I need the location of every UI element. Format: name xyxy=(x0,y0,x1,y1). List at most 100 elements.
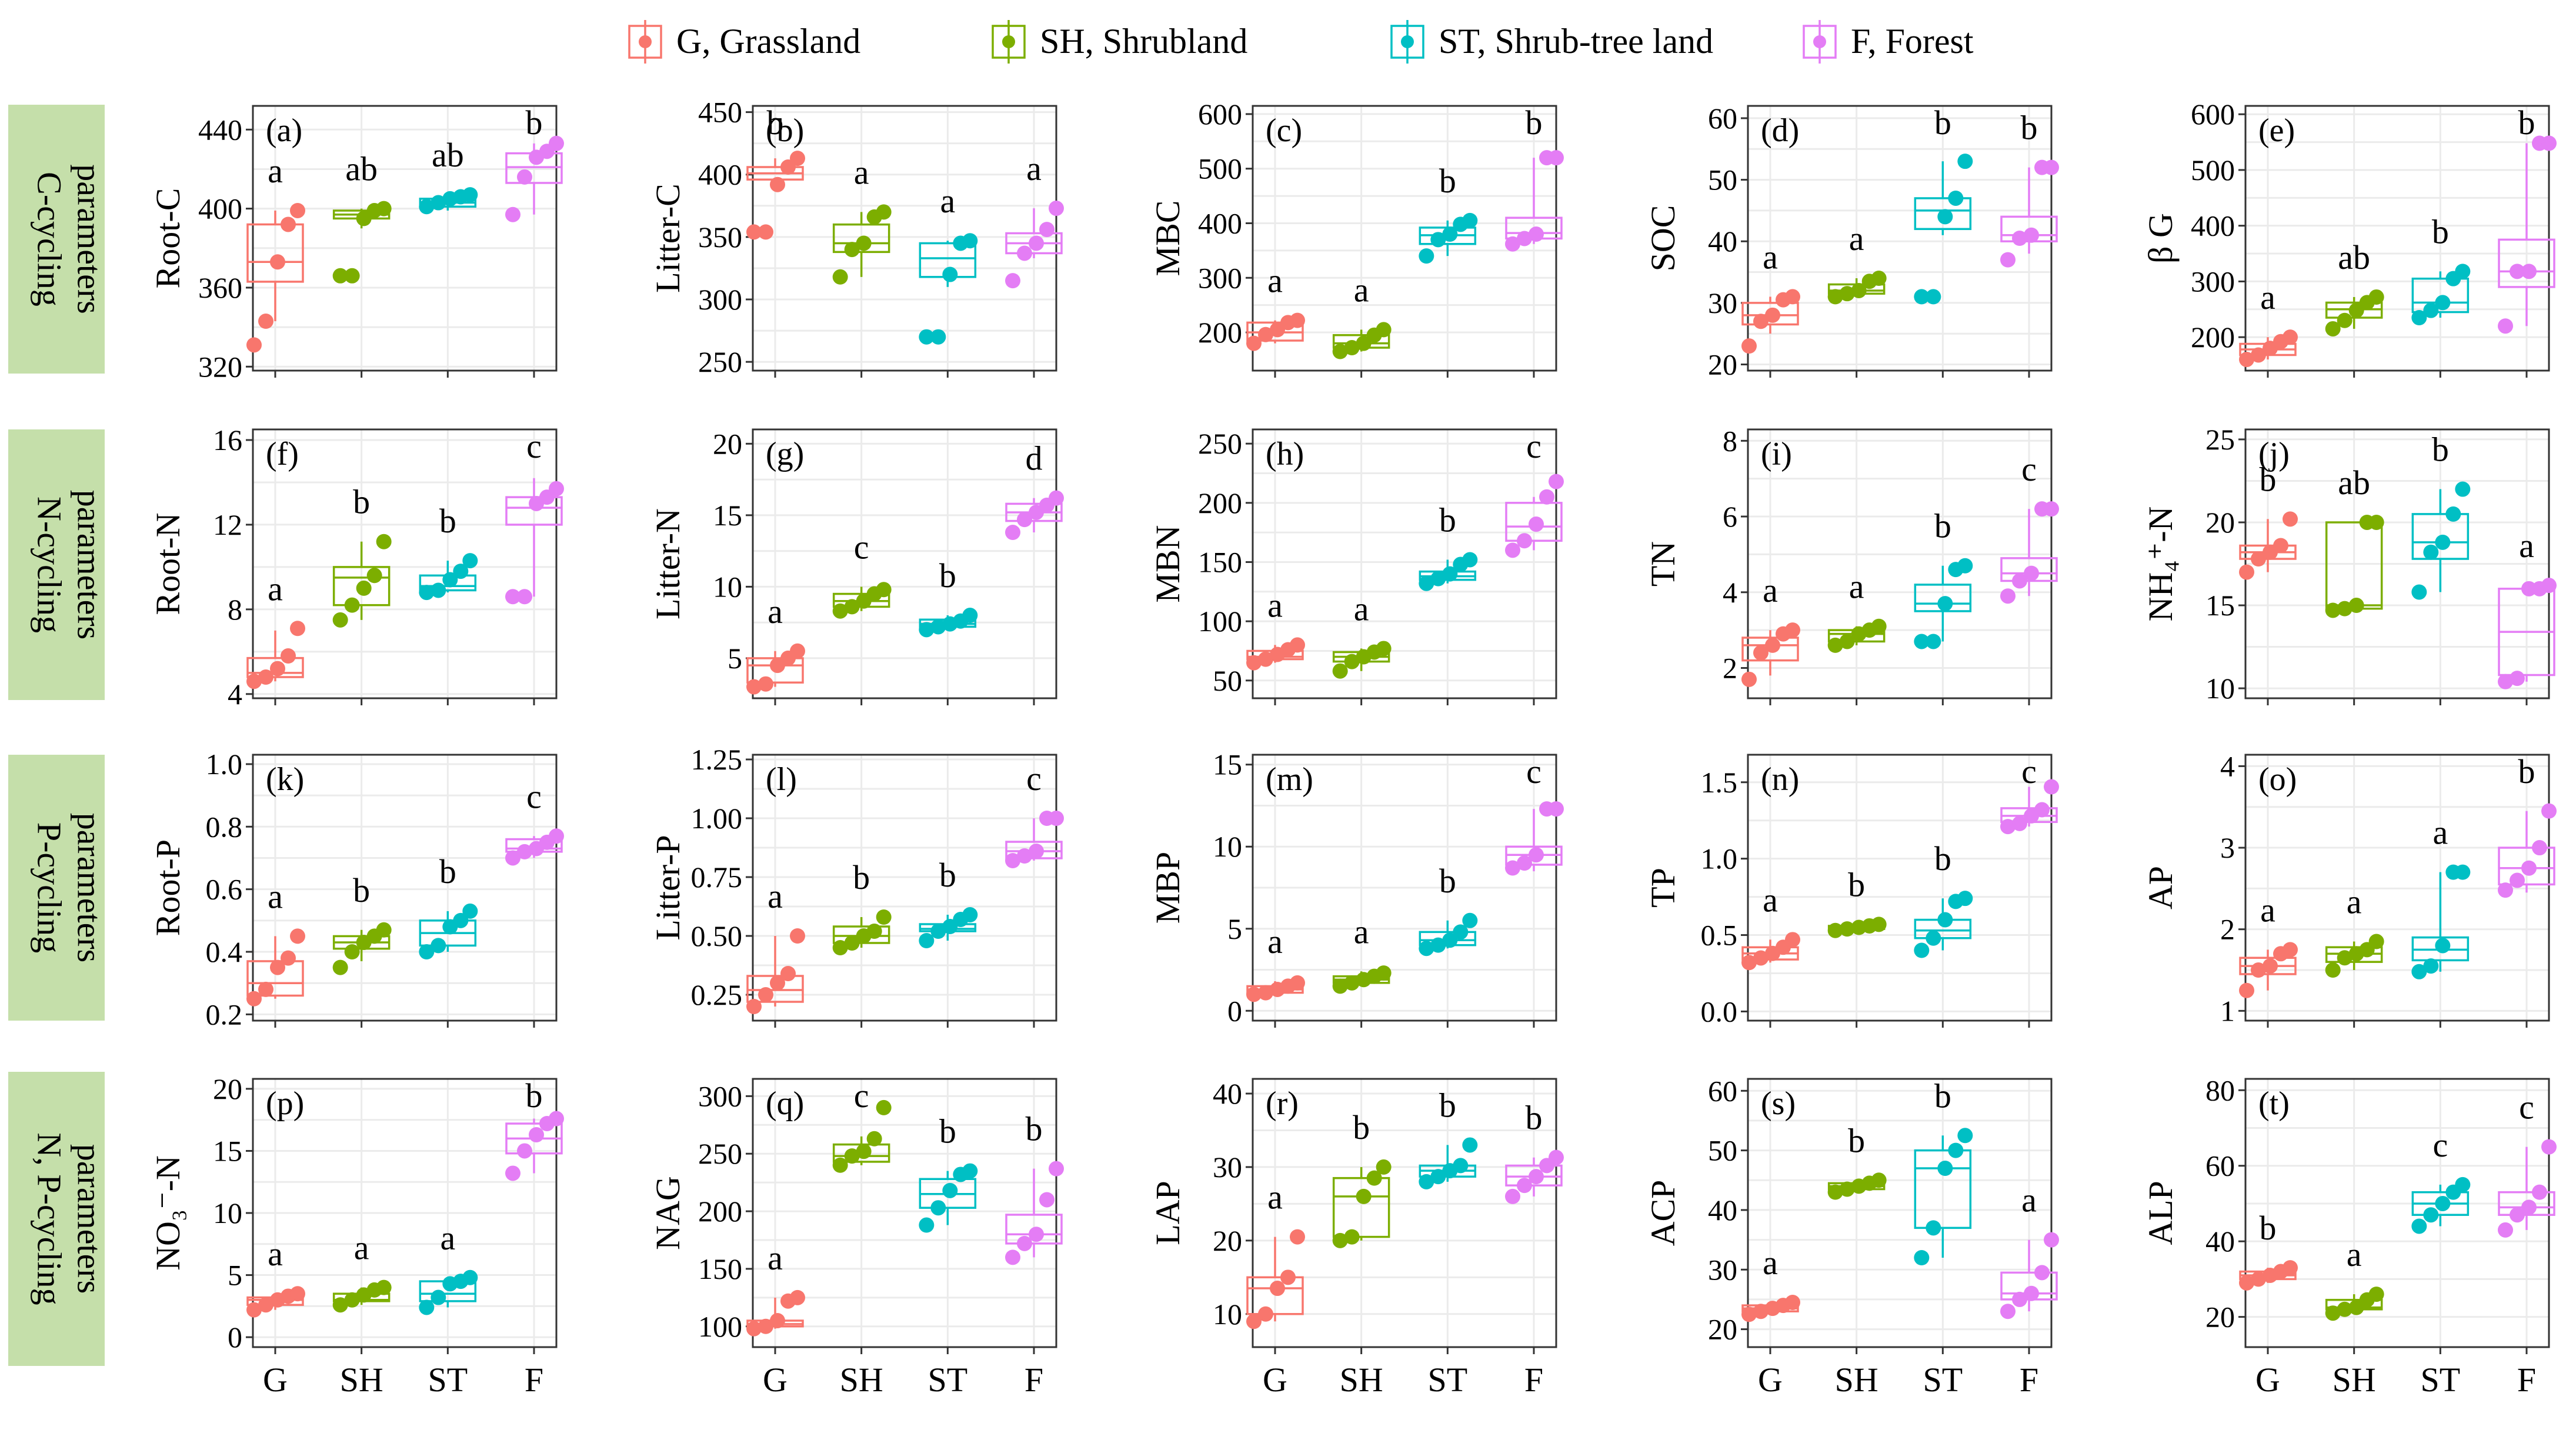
y-axis-label: SOC xyxy=(1644,205,1682,272)
significance-letter: c xyxy=(2432,1126,2448,1164)
y-tick-label: 200 xyxy=(2191,321,2235,354)
data-point xyxy=(1827,637,1843,653)
y-tick-label: 15 xyxy=(2205,589,2235,622)
box-st: b xyxy=(1419,862,1478,957)
box-g: a xyxy=(1741,1244,1800,1322)
data-point xyxy=(942,266,958,282)
data-point xyxy=(1442,566,1458,582)
data-point xyxy=(1948,1142,1964,1158)
box-f: c xyxy=(1505,752,1564,876)
box-iqr xyxy=(1914,197,1972,231)
data-point xyxy=(1517,1178,1532,1194)
panel-id: (d) xyxy=(1761,112,1799,149)
data-point xyxy=(2251,551,2266,567)
panel-id: (h) xyxy=(1266,436,1304,472)
data-point xyxy=(1419,941,1434,957)
box-iqr xyxy=(332,566,391,606)
y-tick-label: 20 xyxy=(1213,1224,1242,1257)
data-point xyxy=(866,1131,882,1147)
box-g: a xyxy=(246,152,305,353)
box-iqr xyxy=(2498,238,2555,288)
data-point xyxy=(1926,930,1941,946)
data-point xyxy=(780,966,796,981)
x-tick-label: SH xyxy=(1835,1361,1878,1399)
data-point xyxy=(2541,135,2557,151)
data-point xyxy=(930,924,946,939)
box-iqr xyxy=(1914,584,1972,612)
row-label-band xyxy=(8,429,105,700)
row-label-band xyxy=(8,1072,105,1366)
data-point xyxy=(332,959,348,975)
data-point xyxy=(2325,602,2341,618)
x-tick-label: G xyxy=(763,1361,788,1399)
panel-b: 250 300 350 400 450 Litter-C (b)b a a a xyxy=(649,96,1064,378)
panel-frame xyxy=(1252,1078,1557,1348)
panel-e: 200 300 400 500 600 β G (e) a ab b b xyxy=(2141,98,2557,378)
x-tick-label: G xyxy=(263,1361,288,1399)
box-st: b xyxy=(919,1112,978,1233)
data-point xyxy=(1753,950,1769,966)
legend-label: F, Forest xyxy=(1851,22,1974,61)
data-point xyxy=(431,938,446,954)
data-point xyxy=(1839,286,1855,302)
data-point xyxy=(419,1299,435,1315)
data-point xyxy=(1871,1172,1887,1188)
box-f: b xyxy=(2498,104,2557,334)
data-point xyxy=(844,599,860,615)
row-label-text: P-cycling xyxy=(31,822,69,953)
data-point xyxy=(1356,1188,1372,1204)
legend-item-f: F, Forest xyxy=(1803,20,1974,64)
significance-letter: a xyxy=(2260,891,2275,929)
data-point xyxy=(919,1217,935,1233)
box-f: c xyxy=(2498,1088,2557,1238)
panel-a: 320 360 400 440 Root-C (a)a ab ab b xyxy=(149,104,564,383)
data-point xyxy=(1344,340,1360,356)
y-tick-label: 20 xyxy=(2205,506,2235,539)
box-iqr xyxy=(2411,513,2470,560)
box-sh: ab xyxy=(2325,464,2384,618)
y-tick-label: 450 xyxy=(698,96,742,129)
data-point xyxy=(2521,581,2537,596)
row-label-2: N-cycling parameters xyxy=(8,429,109,700)
data-point xyxy=(790,1289,805,1305)
data-point xyxy=(2498,882,2513,898)
data-point xyxy=(2423,544,2439,560)
data-point xyxy=(1017,1235,1032,1251)
data-point xyxy=(2325,1305,2341,1321)
box-f: b xyxy=(2000,109,2059,268)
data-point xyxy=(258,314,273,329)
data-point xyxy=(529,1127,544,1142)
significance-letter: b xyxy=(1439,162,1456,200)
data-point xyxy=(1851,282,1867,298)
data-point xyxy=(290,202,305,218)
data-point xyxy=(1957,1128,1973,1144)
data-point xyxy=(962,1163,978,1179)
y-tick-label: 360 xyxy=(198,271,242,304)
data-point xyxy=(919,933,935,948)
data-point xyxy=(270,254,285,270)
data-point xyxy=(356,211,372,226)
y-tick-label: 20 xyxy=(2205,1301,2235,1334)
panel-r: 10 20 30 40 G SH ST F LAP (r) a b b b xyxy=(1149,1077,1564,1399)
data-point xyxy=(2012,815,2027,831)
significance-letter: b xyxy=(2518,104,2535,142)
data-point xyxy=(856,235,872,251)
data-point xyxy=(746,679,762,695)
box-sh: b xyxy=(332,871,392,975)
y-tick-label: 400 xyxy=(698,158,742,191)
row-label-text: N-cycling xyxy=(31,496,69,633)
significance-letter: a xyxy=(940,182,955,220)
y-axis-label: β G xyxy=(2141,213,2180,264)
data-point xyxy=(505,589,520,605)
box-f: b xyxy=(505,1077,564,1181)
data-point xyxy=(1258,326,1273,342)
data-point xyxy=(1785,932,1800,948)
y-tick-label: 12 xyxy=(213,508,242,541)
y-tick-label: 1 xyxy=(2220,994,2235,1027)
y-axis-label: Root-P xyxy=(149,839,187,936)
significance-letter: b xyxy=(853,858,870,897)
data-point xyxy=(770,176,785,192)
panel-id: (p) xyxy=(266,1085,304,1122)
row-label-3: P-cycling parameters xyxy=(8,755,109,1021)
